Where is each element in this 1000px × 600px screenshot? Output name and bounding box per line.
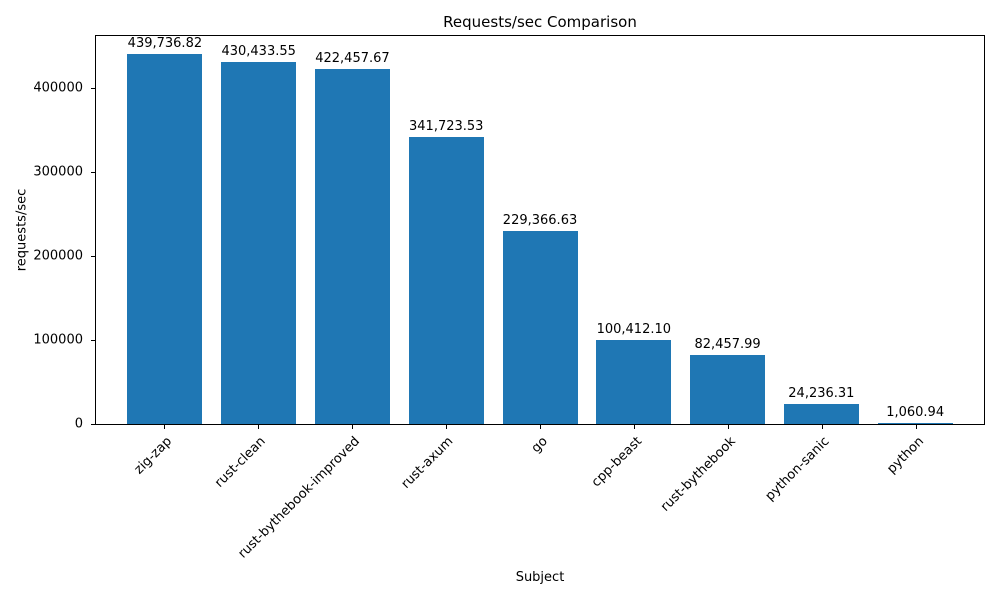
bar-value-label: 430,433.55	[221, 44, 296, 59]
x-tick-mark	[728, 425, 729, 429]
bar	[314, 69, 390, 424]
y-tick-mark	[91, 172, 95, 173]
chart-title: Requests/sec Comparison	[443, 13, 637, 31]
y-tick-label: 300000	[33, 164, 83, 180]
xlabel-slot: rust-bythebook	[658, 425, 775, 575]
xlabel-slot: rust-axum	[399, 425, 493, 575]
y-tick-mark	[91, 424, 95, 425]
xlabel-slot: cpp-beast	[587, 425, 681, 575]
y-tick-label: 400000	[33, 80, 83, 96]
xlabel-slot: python	[869, 425, 963, 575]
bar-value-label: 1,060.94	[886, 405, 945, 420]
bar-value-label: 24,236.31	[788, 386, 855, 401]
y-tick-mark	[91, 340, 95, 341]
x-tick-mark	[540, 425, 541, 429]
xlabel-slot: python-sanic	[763, 425, 869, 575]
bar	[596, 340, 672, 424]
x-tick-label: python	[883, 434, 927, 477]
bar-slot: 422,457.67	[306, 36, 400, 424]
bar-slot: 229,366.63	[493, 36, 587, 424]
x-tick-label: zig-zap	[131, 434, 175, 478]
x-tick-mark	[164, 425, 165, 429]
bar-value-label: 82,457.99	[694, 337, 761, 352]
y-tick-mark	[91, 256, 95, 257]
y-tick-label: 200000	[33, 248, 83, 264]
x-tick-label: rust-axum	[398, 434, 457, 492]
x-tick-label: rust-clean	[211, 434, 269, 491]
xlabels-row: zig-zap rust-clean rust-bythebook-improved…	[95, 425, 985, 575]
x-tick-label: cpp-beast	[588, 434, 645, 491]
bar-value-label: 229,366.63	[502, 213, 578, 228]
bar	[783, 404, 859, 424]
bar	[127, 54, 203, 424]
x-tick-mark	[916, 425, 917, 429]
bar	[877, 423, 953, 424]
x-tick-mark	[822, 425, 823, 429]
bar	[502, 231, 578, 424]
bar-slot: 430,433.55	[212, 36, 306, 424]
xlabel-slot: go	[493, 425, 587, 575]
plot-area: 439,736.82 430,433.55 422,457.67 341,723.53…	[95, 35, 985, 425]
bars-row: 439,736.82 430,433.55 422,457.67 341,723.53…	[96, 36, 984, 424]
bar-value-label: 439,736.82	[127, 36, 203, 51]
bar-slot: 439,736.82	[118, 36, 212, 424]
y-tick-label: 0	[74, 416, 83, 432]
bar-slot: 100,412.10	[587, 36, 681, 424]
xlabel-slot: rust-clean	[211, 425, 305, 575]
xlabel-slot: zig-zap	[117, 425, 211, 575]
x-tick-label: go	[528, 434, 551, 457]
bar-slot: 82,457.99	[681, 36, 775, 424]
yticks: 0 100000 200000 300000 400000	[0, 35, 95, 432]
xlabel-slot: rust-bythebook-improved	[235, 425, 399, 575]
bar	[690, 355, 766, 424]
bar-value-label: 422,457.67	[315, 51, 390, 66]
x-tick-mark	[446, 425, 447, 429]
x-axis-label: Subject	[515, 570, 565, 585]
x-tick-mark	[352, 425, 353, 429]
y-tick-label: 100000	[33, 332, 83, 348]
bar-value-label: 100,412.10	[596, 322, 672, 337]
y-tick-mark	[91, 88, 95, 89]
bar-slot: 341,723.53	[399, 36, 493, 424]
x-tick-mark	[634, 425, 635, 429]
bar-slot: 24,236.31	[774, 36, 868, 424]
bar	[221, 62, 297, 424]
bar-value-label: 341,723.53	[409, 119, 484, 134]
x-tick-mark	[258, 425, 259, 429]
bar	[408, 137, 484, 424]
bar-slot: 1,060.94	[868, 36, 962, 424]
